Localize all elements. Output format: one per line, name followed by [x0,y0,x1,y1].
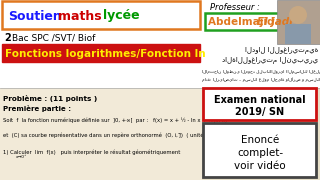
FancyBboxPatch shape [203,88,316,120]
Text: maths: maths [58,10,102,22]
Text: Examen national
2019/ SN: Examen national 2019/ SN [214,95,306,117]
Text: Soutien: Soutien [8,10,62,22]
Text: Problème : (11 points ): Problème : (11 points ) [3,94,97,102]
Text: Professeur :: Professeur : [210,3,260,12]
FancyBboxPatch shape [205,13,305,30]
Bar [2,44,200,62]
Text: Fonctions logarithmes/Fonction ln: Fonctions logarithmes/Fonction ln [5,49,206,59]
Bar [0,88,202,180]
Circle shape [289,6,307,24]
Text: الامتحان الوطني الموحد للباكالوريا (المسالك العلمية) - الدورة العادية 2019 – الم: الامتحان الوطني الموحد للباكالوريا (المس… [202,70,320,74]
Text: Enoncé
complet-
voir vidéo: Enoncé complet- voir vidéo [234,135,286,171]
Text: x→0⁺: x→0⁺ [16,155,27,159]
Text: Abdelmajid: Abdelmajid [208,17,278,27]
FancyBboxPatch shape [2,1,200,29]
Text: مادة: الرياضيات – مسلك علوم الحياة والأرض و مسلك العلوم الفيزيائية – خيار فرنسية: مادة: الرياضيات – مسلك علوم الحياة والأر… [202,78,320,82]
Text: دالةاللوغاريتم النيبيري: دالةاللوغاريتم النيبيري [222,57,318,64]
Text: lycée: lycée [103,10,140,22]
FancyBboxPatch shape [203,123,316,177]
Text: Soit  f  la fonction numérique définie sur  ]0, +∞[  par :   f(x) = x + ½ - ln x: Soit f la fonction numérique définie sur… [3,117,229,123]
Bar [277,0,320,44]
Bar [285,24,311,44]
Text: Bac SPC /SVT/ Biof: Bac SPC /SVT/ Biof [12,33,95,42]
Bar [0,0,320,88]
Text: El jadi: El jadi [257,17,292,27]
Text: et  (C) sa courbe représentative dans un repère orthonormé  (O, i, j⃗)  ( unité : et (C) sa courbe représentative dans un … [3,132,226,138]
Text: Première partie :: Première partie : [3,105,71,111]
Text: 1) Calculer  lim  f(x)   puis interpréter le résultat géométriquement: 1) Calculer lim f(x) puis interpréter le… [3,149,180,155]
Text: الدوال اللوغاريتمية: الدوال اللوغاريتمية [244,46,318,53]
Text: 2: 2 [5,33,15,43]
